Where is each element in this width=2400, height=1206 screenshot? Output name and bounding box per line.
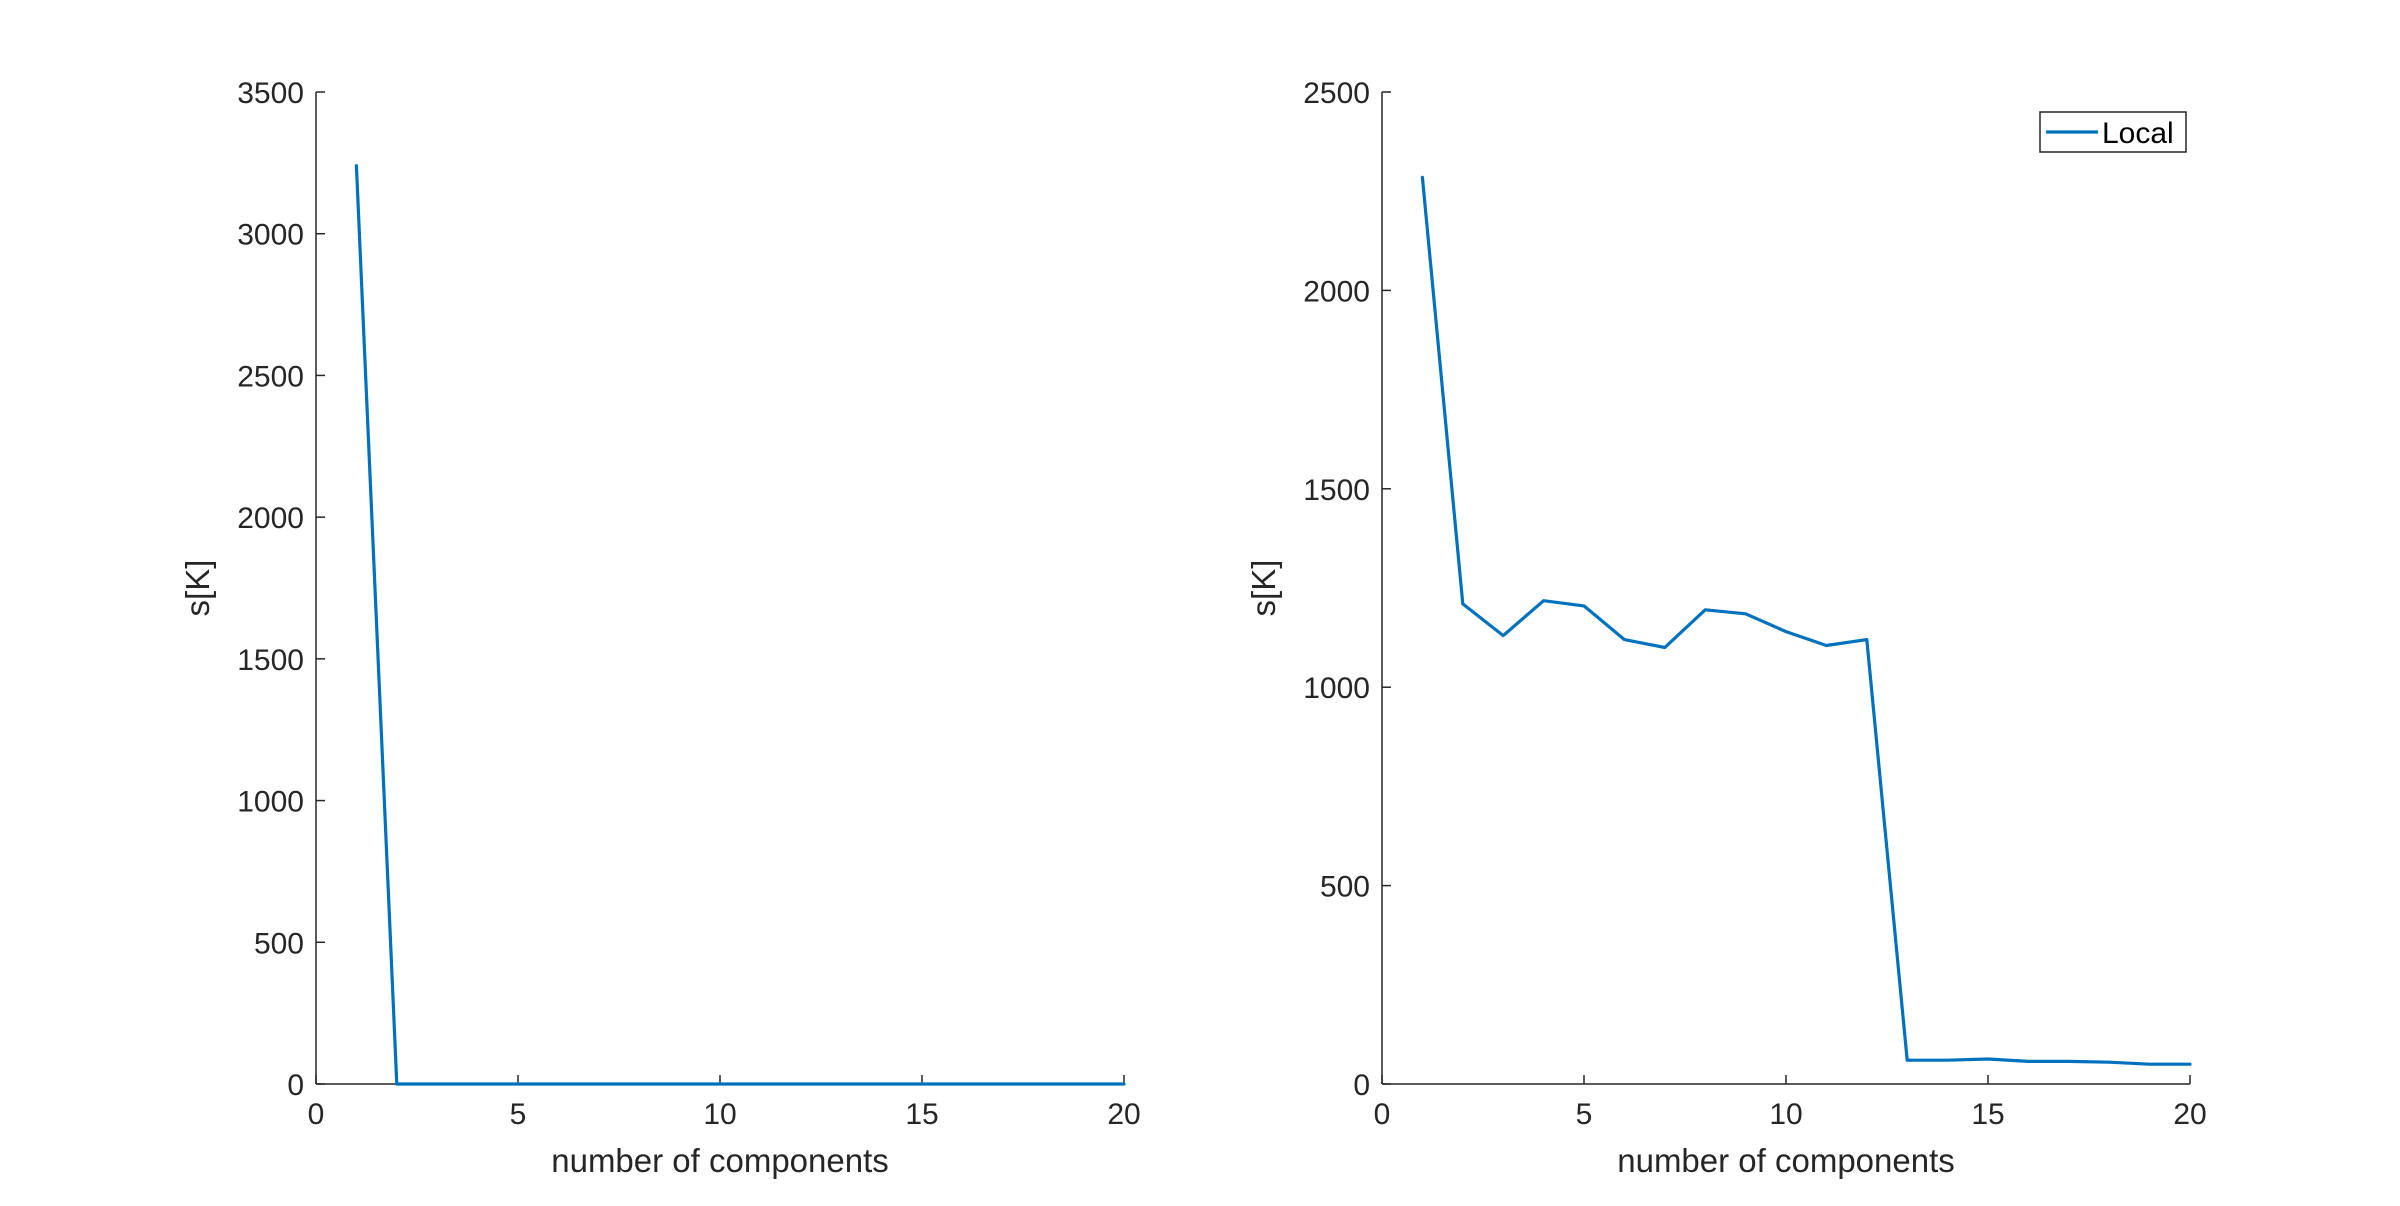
right-plot: 0 5 10 15 20 0 500 1000 1500 2000 2500 number of co… <box>1245 77 2207 1179</box>
x-tick-label: 20 <box>1107 1098 1140 1131</box>
y-tick-label: 0 <box>287 1069 304 1102</box>
x-tick-label: 10 <box>703 1098 736 1131</box>
x-tick-label: 20 <box>2173 1098 2206 1131</box>
y-tick-label: 1000 <box>1303 672 1370 705</box>
y-tick-label: 2000 <box>237 502 304 535</box>
y-tick-label: 3000 <box>237 219 304 252</box>
legend: Local <box>2039 111 2187 153</box>
y-tick-label: 1000 <box>237 786 304 819</box>
series-line-local <box>1420 175 2192 1066</box>
x-axis-label: number of components <box>551 1142 889 1179</box>
x-tick-label: 5 <box>510 1098 527 1131</box>
y-tick-label: 500 <box>254 927 304 960</box>
x-tick-label: 15 <box>1971 1098 2004 1131</box>
y-axis-label: s[K] <box>1245 560 1282 617</box>
legend-label: Local <box>2102 117 2174 150</box>
x-tick-label: 10 <box>1769 1098 1802 1131</box>
y-tick-label: 500 <box>1320 871 1370 904</box>
y-tick-label: 2500 <box>1303 77 1370 110</box>
y-tick-label: 2500 <box>237 360 304 393</box>
x-tick-label: 0 <box>308 1098 325 1131</box>
y-tick-label: 3500 <box>237 77 304 110</box>
y-axis-label: s[K] <box>179 560 216 617</box>
y-tick-label: 1500 <box>237 644 304 677</box>
x-axis-label: number of components <box>1617 1142 1955 1179</box>
y-tick-label: 0 <box>1353 1069 1370 1102</box>
y-tick-label: 1500 <box>1303 474 1370 507</box>
x-tick-label: 0 <box>1374 1098 1391 1131</box>
x-tick-label: 15 <box>905 1098 938 1131</box>
y-tick-label: 2000 <box>1303 275 1370 308</box>
left-plot: 0 5 10 15 20 0 500 1000 1500 2000 2500 3000 3500 numb… <box>179 77 1141 1179</box>
x-tick-label: 5 <box>1576 1098 1593 1131</box>
series-line <box>354 164 1126 1086</box>
